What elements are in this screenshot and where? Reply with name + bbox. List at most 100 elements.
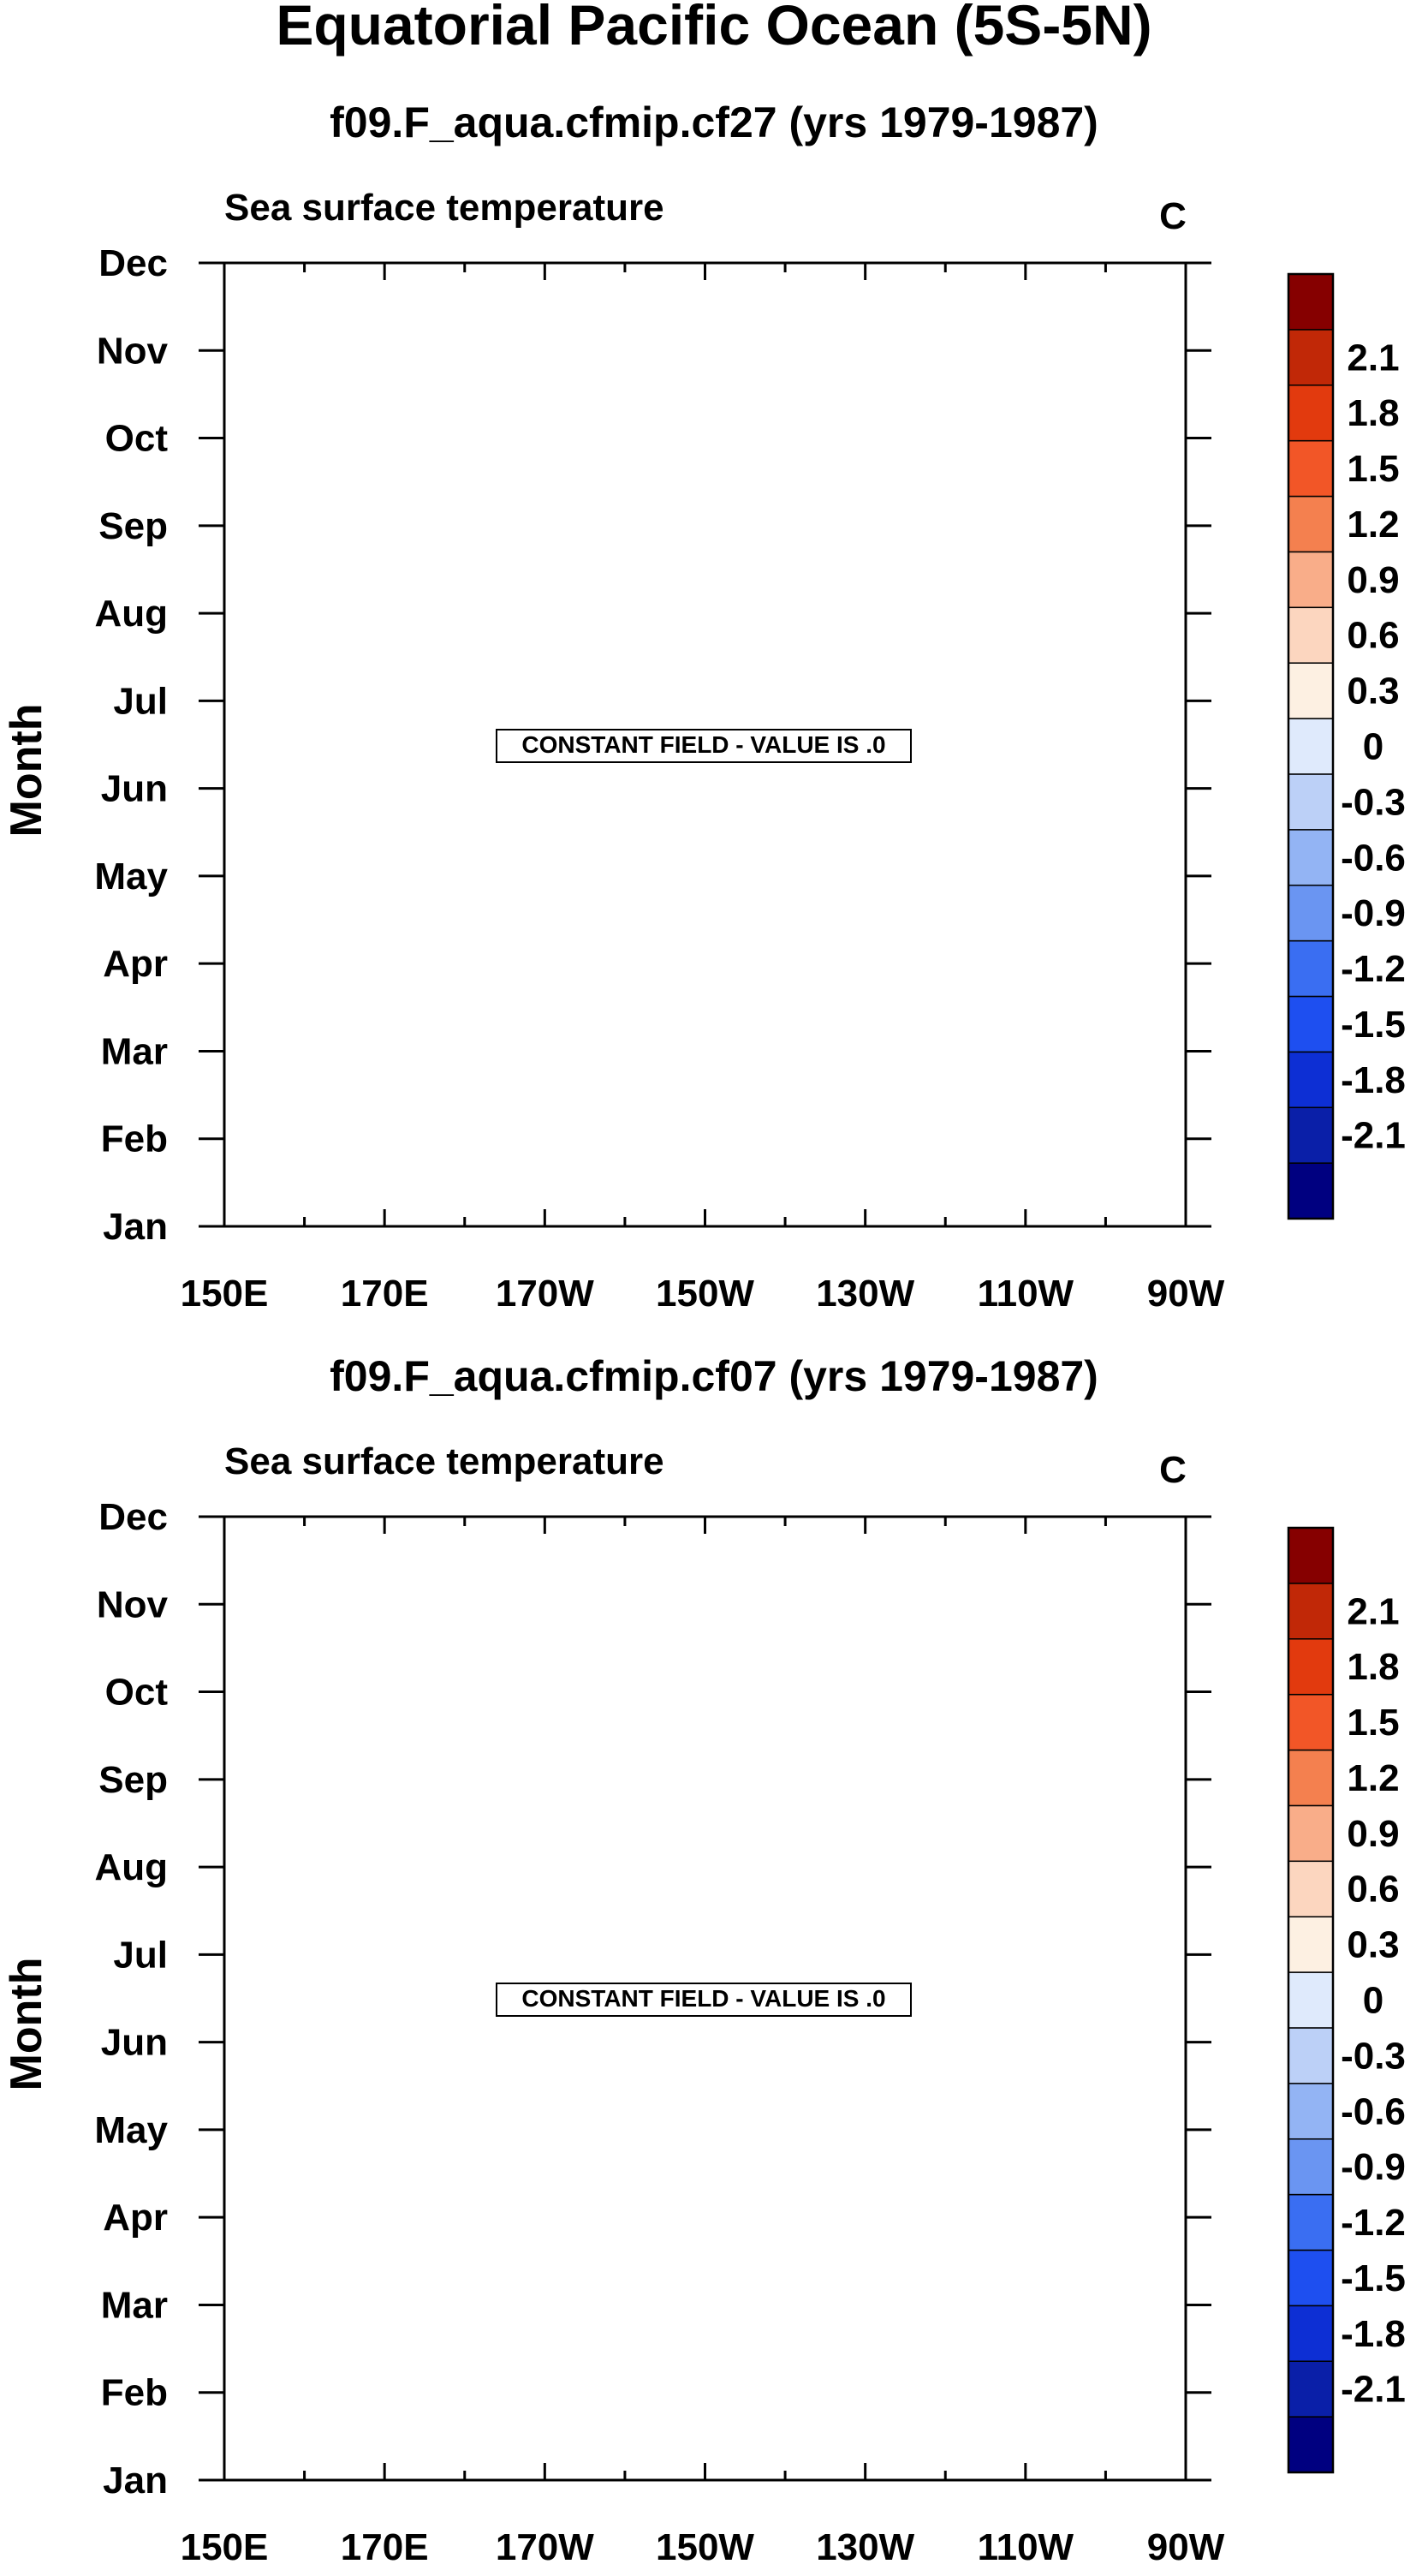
x-tick-label: 150W — [656, 2526, 754, 2568]
colorbar-label: 0.6 — [1347, 615, 1399, 657]
constant-field-annotation: CONSTANT FIELD - VALUE IS .0 — [496, 1983, 912, 2017]
colorbar-label: -1.5 — [1341, 1004, 1406, 1046]
colorbar-label: 1.8 — [1347, 392, 1399, 434]
x-tick-label: 130W — [816, 2526, 914, 2568]
y-tick-label: Jun — [101, 2022, 168, 2064]
y-tick-label: Feb — [101, 1118, 168, 1160]
colorbar-box — [1288, 1860, 1334, 1917]
y-tick-label: Jul — [113, 680, 168, 722]
y-tick-label: Apr — [103, 943, 168, 985]
colorbar-box — [1288, 1527, 1334, 1584]
colorbar-label: 1.5 — [1347, 1702, 1399, 1744]
colorbar-label: -1.5 — [1341, 2257, 1406, 2299]
y-tick-label: Apr — [103, 2197, 168, 2239]
colorbar-box — [1288, 273, 1334, 331]
colorbar-label: -1.8 — [1341, 1059, 1406, 1101]
colorbar-box — [1288, 718, 1334, 775]
colorbar-label: -0.9 — [1341, 2146, 1406, 2188]
chart-panel-1: f09.F_aqua.cfmip.cf27 (yrs 1979-1987) Sea… — [2, 98, 1406, 1315]
x-tick-label: 170E — [341, 2526, 429, 2568]
colorbar-box — [1288, 1162, 1334, 1219]
colorbar-box — [1288, 939, 1334, 998]
colorbar-box — [1288, 2305, 1334, 2362]
colorbar-box — [1288, 2360, 1334, 2418]
colorbar-box — [1288, 2083, 1334, 2140]
x-tick-label: 170W — [496, 1273, 594, 1315]
colorbar-box — [1288, 329, 1334, 386]
colorbar-box — [1288, 662, 1334, 719]
main-title: Equatorial Pacific Ocean (5S-5N) — [276, 0, 1151, 57]
colorbar-box — [1288, 439, 1334, 498]
colorbar-box — [1288, 2193, 1334, 2251]
colorbar-box — [1288, 2138, 1334, 2196]
colorbar-box — [1288, 1051, 1334, 1108]
colorbar-label: 0 — [1363, 1980, 1383, 2022]
colorbar-label: 0.3 — [1347, 671, 1399, 713]
y-tick-label: Jan — [103, 1206, 168, 1248]
y-tick-label: Nov — [97, 1583, 169, 1625]
colorbar-label: 0.9 — [1347, 1813, 1399, 1855]
x-tick-label: 150E — [181, 2526, 269, 2568]
y-tick-label: Sep — [98, 505, 168, 547]
colorbar-label: 1.5 — [1347, 448, 1399, 490]
colorbar-box — [1288, 1106, 1334, 1164]
colorbar-box — [1288, 1804, 1334, 1863]
panel-title: f09.F_aqua.cfmip.cf07 (yrs 1979-1987) — [330, 1352, 1098, 1400]
colorbar-label: 1.8 — [1347, 1646, 1399, 1688]
annotation-text: CONSTANT FIELD - VALUE IS .0 — [521, 731, 885, 758]
colorbar-box — [1288, 606, 1334, 664]
y-tick-label: Jun — [101, 768, 168, 810]
colorbar-box — [1288, 884, 1334, 942]
y-tick-label: Oct — [105, 1672, 169, 1714]
colorbar-box — [1288, 1749, 1334, 1807]
y-tick-label: Dec — [98, 1496, 168, 1538]
colorbar-label: -0.3 — [1341, 781, 1406, 823]
units-label: C — [1159, 1449, 1187, 1491]
colorbar-label: -2.1 — [1341, 2369, 1406, 2411]
colorbar-box — [1288, 1693, 1334, 1751]
colorbar-box — [1288, 1971, 1334, 2029]
colorbar-box — [1288, 995, 1334, 1053]
y-tick-label: Feb — [101, 2372, 168, 2414]
constant-field-annotation: CONSTANT FIELD - VALUE IS .0 — [496, 729, 912, 763]
colorbar-box — [1288, 551, 1334, 609]
y-tick-label: Aug — [94, 593, 168, 635]
colorbar-label: 2.1 — [1347, 1590, 1399, 1632]
colorbar-box — [1288, 2416, 1334, 2473]
colorbar: -2.1 -1.8 -1.5 -1.2 -0.9 -0.6 -0.3 0 0.3 0.6 0.9 1.… — [1287, 1526, 1406, 2474]
x-tick-label: 90W — [1147, 1273, 1225, 1315]
colorbar-box — [1288, 773, 1334, 831]
chart-panel-2: f09.F_aqua.cfmip.cf07 (yrs 1979-1987) Sea… — [2, 1352, 1406, 2568]
colorbar-box — [1288, 2027, 1334, 2084]
x-tick-label: 170W — [496, 2526, 594, 2568]
x-tick-label: 110W — [978, 2526, 1074, 2568]
colorbar-label: -0.9 — [1341, 892, 1406, 934]
units-label: C — [1159, 195, 1187, 237]
colorbar-box — [1288, 829, 1334, 886]
y-tick-label: Sep — [98, 1759, 168, 1801]
x-tick-label: 150E — [181, 1273, 269, 1315]
annotation-box — [496, 729, 912, 763]
x-tick-label: 130W — [816, 1273, 914, 1315]
x-tick-label: 150W — [656, 1273, 754, 1315]
x-tick-label: 90W — [1147, 2526, 1225, 2568]
colorbar-label: -0.6 — [1341, 837, 1406, 879]
y-tick-label: May — [94, 856, 168, 897]
colorbar-label: -1.8 — [1341, 2313, 1406, 2355]
y-tick-label: Oct — [105, 418, 169, 460]
colorbar-box — [1288, 1583, 1334, 1640]
variable-label: Sea surface temperature — [224, 1440, 664, 1482]
variable-label: Sea surface temperature — [224, 187, 664, 229]
y-tick-label: Nov — [97, 330, 169, 372]
colorbar-label: 2.1 — [1347, 337, 1399, 379]
y-tick-label: May — [94, 2109, 168, 2151]
colorbar-label: -1.2 — [1341, 948, 1406, 990]
colorbar-box — [1288, 1638, 1334, 1696]
colorbar-label: -2.1 — [1341, 1115, 1406, 1157]
x-tick-label: 170E — [341, 1273, 429, 1315]
colorbar-label: -0.6 — [1341, 2090, 1406, 2132]
colorbar-box — [1288, 2249, 1334, 2307]
y-tick-label: Jan — [103, 2460, 168, 2501]
colorbar-box — [1288, 1916, 1334, 1973]
